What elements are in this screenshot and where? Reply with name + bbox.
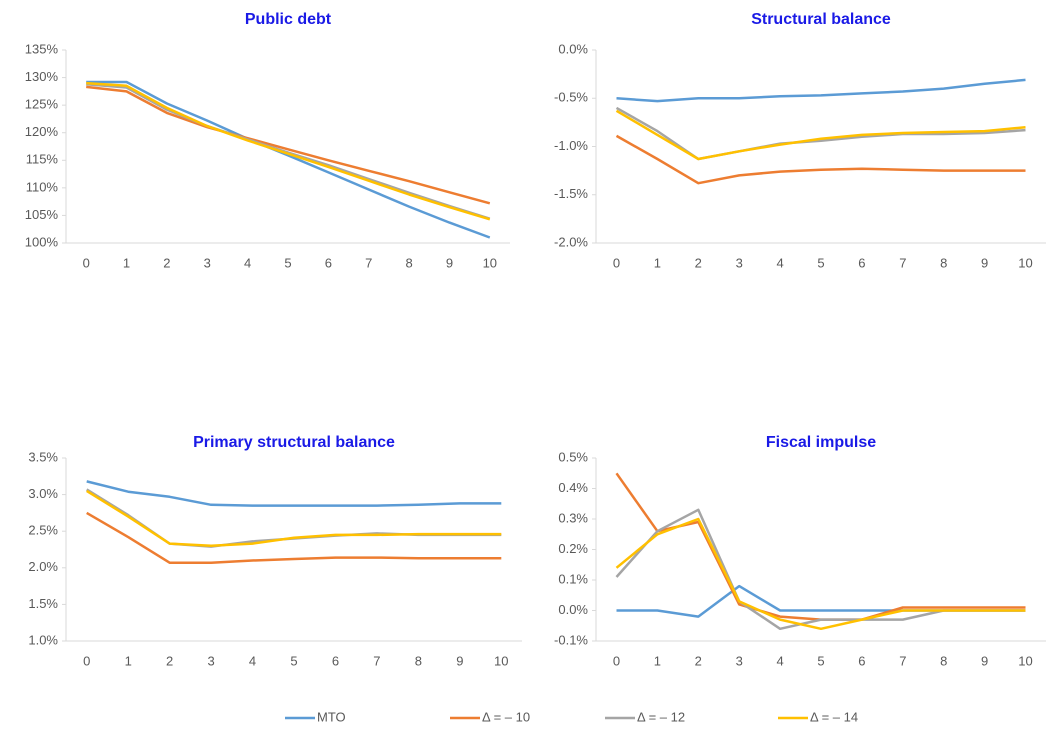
x-tick-label: 2 — [166, 653, 173, 668]
x-tick-label: 9 — [981, 255, 988, 270]
x-tick-label: 4 — [776, 255, 783, 270]
x-tick-label: 2 — [163, 255, 170, 270]
y-tick-label: 105% — [25, 207, 59, 222]
legend-label: Δ = – 12 — [637, 709, 685, 724]
y-tick-label: 3.5% — [28, 449, 58, 464]
x-tick-label: 6 — [332, 653, 339, 668]
series-line — [86, 81, 491, 221]
series-line — [615, 109, 1026, 161]
x-tick-label: 2 — [695, 653, 702, 668]
x-tick-label: 7 — [365, 255, 372, 270]
series-line — [86, 489, 502, 548]
series-line — [86, 85, 491, 205]
series-line — [86, 480, 502, 507]
series-line — [615, 106, 1026, 161]
x-tick-label: 0 — [613, 653, 620, 668]
x-tick-label: 3 — [207, 653, 214, 668]
y-tick-label: 2.0% — [28, 559, 58, 574]
x-tick-label: 6 — [325, 255, 332, 270]
y-tick-label: 115% — [26, 152, 59, 167]
x-tick-label: 1 — [654, 255, 661, 270]
y-tick-label: 100% — [25, 234, 59, 249]
x-tick-label: 9 — [446, 255, 453, 270]
series-line — [615, 134, 1026, 185]
y-tick-label: 0.0% — [558, 602, 588, 617]
x-tick-label: 3 — [736, 653, 743, 668]
y-tick-label: 130% — [25, 69, 59, 84]
x-tick-label: 10 — [483, 255, 497, 270]
y-tick-label: 0.5% — [558, 449, 588, 464]
y-tick-label: 1.5% — [28, 596, 58, 611]
legend-label: Δ = – 10 — [482, 709, 530, 724]
x-tick-label: 0 — [83, 255, 90, 270]
x-tick-label: 9 — [456, 653, 463, 668]
x-tick-label: 5 — [817, 255, 824, 270]
x-tick-label: 5 — [817, 653, 824, 668]
y-tick-label: -0.1% — [554, 632, 588, 647]
x-tick-label: 2 — [695, 255, 702, 270]
x-tick-label: 0 — [613, 255, 620, 270]
x-tick-label: 8 — [940, 255, 947, 270]
x-tick-label: 8 — [415, 653, 422, 668]
x-tick-label: 10 — [1018, 255, 1032, 270]
x-tick-label: 7 — [899, 255, 906, 270]
y-tick-label: 2.5% — [28, 523, 58, 538]
x-tick-label: 8 — [940, 653, 947, 668]
series-line — [616, 584, 1026, 618]
series-line — [86, 511, 502, 564]
y-tick-label: 120% — [25, 124, 59, 139]
y-tick-label: 3.0% — [28, 486, 58, 501]
x-tick-label: 7 — [899, 653, 906, 668]
x-tick-label: 5 — [290, 653, 297, 668]
y-tick-label: 0.2% — [558, 541, 588, 556]
series-line — [86, 82, 491, 220]
x-tick-label: 1 — [654, 653, 661, 668]
x-tick-label: 3 — [736, 255, 743, 270]
y-tick-label: -1.0% — [554, 138, 588, 153]
y-tick-label: 125% — [25, 97, 59, 112]
chart-title: Structural balance — [751, 11, 891, 28]
legend-label: MTO — [317, 709, 346, 724]
x-tick-label: 7 — [373, 653, 380, 668]
y-tick-label: 110% — [26, 179, 59, 194]
chart-title: Public debt — [245, 11, 332, 28]
y-tick-label: 0.3% — [558, 510, 588, 525]
chart-title: Fiscal impulse — [766, 434, 876, 451]
series-line — [615, 517, 1026, 631]
x-tick-label: 3 — [204, 255, 211, 270]
y-tick-label: 1.0% — [28, 632, 58, 647]
chart-title: Primary structural balance — [193, 434, 395, 451]
x-tick-label: 4 — [244, 255, 251, 270]
legend-label: Δ = – 14 — [810, 709, 858, 724]
x-tick-label: 8 — [405, 255, 412, 270]
x-tick-label: 6 — [858, 255, 865, 270]
x-tick-label: 1 — [125, 653, 132, 668]
y-tick-label: -2.0% — [554, 234, 588, 249]
x-tick-label: 9 — [981, 653, 988, 668]
x-tick-label: 4 — [249, 653, 256, 668]
x-tick-label: 5 — [284, 255, 291, 270]
series-line — [616, 78, 1026, 103]
y-tick-label: 0.4% — [558, 480, 588, 495]
x-tick-label: 1 — [123, 255, 130, 270]
x-tick-label: 10 — [1018, 653, 1032, 668]
x-tick-label: 6 — [858, 653, 865, 668]
series-line — [86, 80, 491, 239]
x-tick-label: 0 — [83, 653, 90, 668]
x-tick-label: 10 — [494, 653, 508, 668]
y-tick-label: 0.1% — [558, 571, 588, 586]
x-tick-label: 4 — [776, 653, 783, 668]
y-tick-label: 0.0% — [558, 41, 588, 56]
y-tick-label: -1.5% — [554, 186, 588, 201]
y-tick-label: 135% — [25, 41, 59, 56]
y-tick-label: -0.5% — [554, 90, 588, 105]
series-line — [615, 472, 1026, 621]
